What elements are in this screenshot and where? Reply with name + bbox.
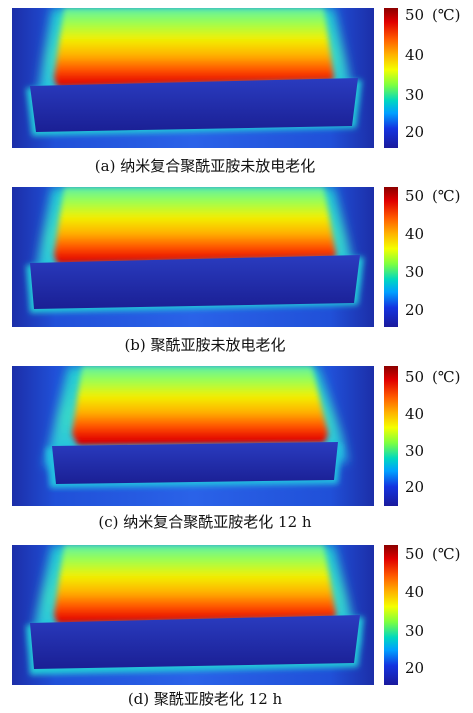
colorbar-d (384, 545, 398, 685)
colorbar-tick-50: 50 (405, 545, 425, 563)
thermal-image-b (12, 187, 374, 327)
colorbar-tick-30: 30 (405, 263, 425, 281)
colorbar-unit: (℃) (432, 545, 461, 563)
thermal-image-c (12, 366, 374, 506)
colorbar-tick-50: 50 (405, 187, 425, 205)
colorbar-tick-20: 20 (405, 478, 425, 496)
caption-c: (c) 纳米复合聚酰亚胺老化 12 h (98, 513, 312, 531)
colorbar-tick-40: 40 (405, 405, 425, 423)
colorbar-tick-30: 30 (405, 622, 425, 640)
colorbar-tick-40: 40 (405, 225, 425, 243)
colorbar-unit: (℃) (432, 6, 461, 24)
colorbar-tick-50: 50 (405, 6, 425, 24)
panel-b: 50 (℃) 40 30 20 (b) 聚酰亚胺未放电老化 (12, 187, 467, 359)
colorbar-tick-20: 20 (405, 659, 425, 677)
colorbar-tick-50: 50 (405, 368, 425, 386)
caption-a: (a) 纳米复合聚酰亚胺未放电老化 (94, 157, 316, 175)
colorbar-tick-20: 20 (405, 301, 425, 319)
thermal-image-a (12, 8, 374, 148)
colorbar-c (384, 366, 398, 506)
colorbar-tick-40: 40 (405, 583, 425, 601)
thermal-image-d (12, 545, 374, 685)
colorbar-tick-20: 20 (405, 123, 425, 141)
colorbar-tick-30: 30 (405, 442, 425, 460)
colorbar-tick-30: 30 (405, 86, 425, 104)
caption-b: (b) 聚酰亚胺未放电老化 (124, 336, 286, 354)
colorbar-unit: (℃) (432, 187, 461, 205)
colorbar-a (384, 8, 398, 148)
panel-a: 50 (℃) 40 30 20 (a) 纳米复合聚酰亚胺未放电老化 (12, 8, 467, 180)
colorbar-unit: (℃) (432, 368, 461, 386)
panel-c: 50 (℃) 40 30 20 (c) 纳米复合聚酰亚胺老化 12 h (12, 366, 467, 538)
panel-d: 50 (℃) 40 30 20 (d) 聚酰亚胺老化 12 h (12, 545, 467, 713)
colorbar-b (384, 187, 398, 327)
colorbar-tick-40: 40 (405, 46, 425, 64)
caption-d: (d) 聚酰亚胺老化 12 h (127, 690, 283, 708)
